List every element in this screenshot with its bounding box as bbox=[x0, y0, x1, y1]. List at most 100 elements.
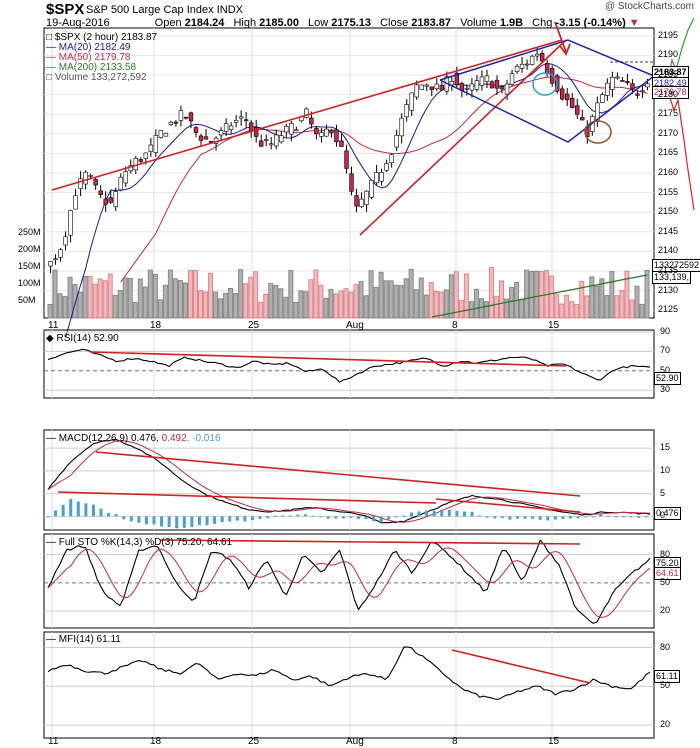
candle-body bbox=[504, 83, 510, 95]
candle-body bbox=[78, 178, 83, 189]
macd-histogram-bar bbox=[129, 516, 133, 522]
volume-bar bbox=[624, 270, 630, 319]
candle-body bbox=[369, 180, 374, 198]
macd-histogram-bar bbox=[425, 510, 429, 517]
candle-body bbox=[73, 195, 78, 210]
candle-body bbox=[223, 123, 229, 132]
candle-body bbox=[198, 135, 204, 141]
volume-bar bbox=[278, 288, 284, 319]
candle-body bbox=[630, 83, 635, 90]
macd-histogram-bar bbox=[281, 515, 285, 517]
candle-body bbox=[173, 121, 179, 124]
candle-body bbox=[339, 140, 344, 147]
macd-divergence-line-2 bbox=[57, 491, 437, 504]
watermark: @ StockCharts.com bbox=[604, 1, 694, 12]
volume-bar bbox=[117, 290, 123, 319]
volume-bar bbox=[428, 282, 434, 319]
volume-bar bbox=[233, 292, 239, 319]
candle-body bbox=[499, 86, 505, 90]
macd-histogram-bar bbox=[288, 515, 292, 517]
volume-bar bbox=[338, 290, 344, 319]
macd-histogram-bar bbox=[614, 516, 618, 518]
candle-body bbox=[294, 129, 299, 132]
macd-histogram-bar bbox=[213, 516, 217, 524]
mfi-tag: 61.11 bbox=[654, 670, 680, 683]
candle-body bbox=[429, 86, 434, 90]
macd-histogram-bar bbox=[122, 516, 126, 520]
sto-panel bbox=[43, 533, 655, 629]
volume-bar bbox=[458, 299, 464, 319]
candle-body bbox=[424, 84, 429, 87]
macd-histogram-bar bbox=[243, 516, 247, 522]
macd-histogram-bar bbox=[500, 516, 504, 518]
trendline-rising-red bbox=[359, 39, 567, 236]
candle-body bbox=[319, 132, 324, 137]
volume-bar bbox=[564, 294, 570, 319]
symbol: $SPX bbox=[46, 1, 85, 18]
candle-body bbox=[304, 108, 309, 118]
volume-bar bbox=[443, 289, 449, 319]
macd-histogram-bar bbox=[493, 516, 497, 519]
macd-histogram-bar bbox=[568, 516, 572, 519]
macd-histogram-bar bbox=[258, 516, 262, 519]
sto-y-tick: 20 bbox=[660, 605, 671, 616]
volume-bar bbox=[574, 303, 580, 319]
volume-bar bbox=[348, 291, 354, 319]
volume-bar bbox=[223, 292, 229, 319]
volume-bar bbox=[519, 298, 525, 319]
volume-bar bbox=[298, 290, 304, 319]
candle-body bbox=[309, 117, 314, 125]
candle-body bbox=[143, 152, 149, 159]
candle-body bbox=[519, 63, 525, 69]
macd-histogram-bar bbox=[591, 516, 595, 518]
volume-bar bbox=[177, 279, 183, 319]
bottom-x-tick: 15 bbox=[548, 736, 560, 747]
volume-bar bbox=[238, 269, 244, 319]
candle-body bbox=[203, 136, 209, 140]
macd-y-tick: 5 bbox=[660, 487, 666, 498]
volume-bar bbox=[448, 274, 454, 319]
volume-bar bbox=[62, 296, 68, 319]
macd-histogram-bar bbox=[197, 516, 201, 526]
volume-bar bbox=[67, 276, 73, 319]
volume-bar bbox=[418, 277, 424, 319]
candle-body bbox=[580, 117, 585, 121]
macd-histogram-bar bbox=[447, 509, 451, 517]
macd-divergence-line-3 bbox=[435, 498, 581, 513]
price-y-tick: 2185 bbox=[658, 69, 679, 80]
candle-body bbox=[509, 73, 515, 85]
volume-bar bbox=[438, 291, 444, 319]
tag-volume-2: 133,139, bbox=[652, 271, 692, 284]
price-y-tick: 2155 bbox=[658, 186, 679, 197]
mfi-line bbox=[47, 646, 651, 700]
volume-bar bbox=[629, 299, 635, 319]
volume-bar bbox=[97, 278, 103, 319]
macd-histogram-bar bbox=[46, 516, 50, 518]
candle-body bbox=[118, 176, 123, 191]
sto-y-tick: 50 bbox=[660, 576, 671, 587]
volume-bar bbox=[584, 295, 590, 319]
candle-body bbox=[148, 144, 154, 152]
price-x-tick: 15 bbox=[548, 320, 560, 331]
volume-y-tick: 100M bbox=[18, 278, 41, 289]
legend-price: □ $SPX (2 hour) 2183.87 bbox=[46, 32, 158, 43]
candle-body bbox=[404, 104, 409, 118]
candle-body bbox=[534, 53, 540, 57]
candle-body bbox=[419, 84, 424, 90]
macd-histogram-bar bbox=[266, 516, 270, 519]
macd-histogram-bar bbox=[432, 510, 436, 517]
trendline-upper-red bbox=[51, 39, 563, 191]
index-name: S&P 500 Large Cap Index INDX bbox=[86, 4, 243, 16]
macd-histogram-bar bbox=[387, 516, 391, 520]
rsi-y-tick: 50 bbox=[660, 364, 671, 375]
macd-histogram-bar bbox=[152, 516, 156, 525]
volume-bar bbox=[57, 293, 63, 319]
candle-body bbox=[539, 53, 545, 62]
candle-body bbox=[359, 198, 364, 207]
volume-bar bbox=[288, 270, 294, 319]
candle-body bbox=[53, 258, 58, 261]
volume-bar bbox=[644, 269, 650, 319]
price-y-tick: 2140 bbox=[658, 245, 679, 256]
macd-histogram-bar bbox=[478, 515, 482, 517]
mfi-panel bbox=[43, 631, 655, 739]
